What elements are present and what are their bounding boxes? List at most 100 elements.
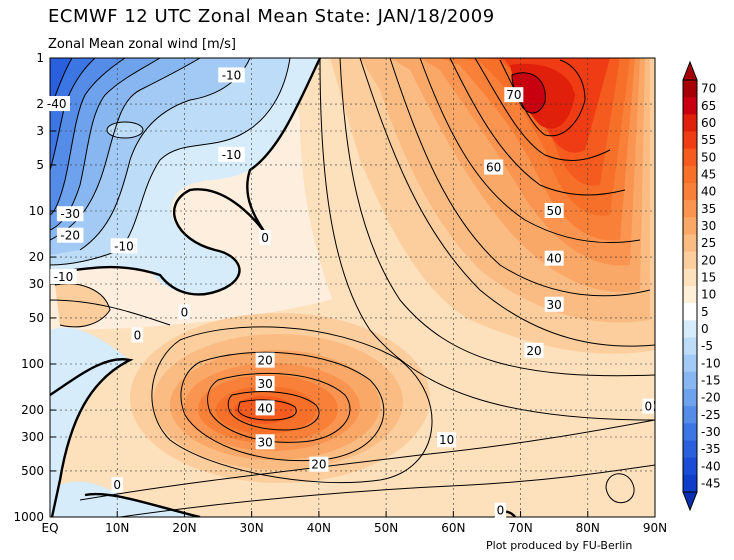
colorbar-swatch — [683, 337, 697, 356]
colorbar-frame — [682, 79, 698, 493]
contour-label: 0 — [644, 400, 652, 414]
y-tick-label: 20 — [29, 250, 44, 264]
contour-label: -10 — [54, 270, 74, 284]
colorbar-label: -30 — [701, 425, 721, 439]
contour-label-bg — [544, 250, 564, 266]
contour-label-bg — [255, 434, 275, 450]
colorbar-swatch — [683, 80, 697, 98]
colorbar-label: 65 — [701, 99, 716, 113]
contour-label: 10 — [439, 433, 454, 447]
colorbar-label: -25 — [701, 408, 721, 422]
colorbar-label: 40 — [701, 185, 716, 199]
colorbar-swatch — [683, 303, 697, 321]
colorbar-swatch — [683, 371, 697, 390]
x-tick-label: EQ — [41, 521, 58, 535]
colorbar-swatch — [683, 114, 697, 132]
contour-label-bg — [218, 67, 245, 83]
colorbar-label: 30 — [701, 219, 716, 233]
colorbar-swatch — [683, 423, 697, 441]
y-tick-label: 5 — [36, 158, 44, 172]
x-tick-label: 70N — [508, 521, 532, 535]
y-tick-label: 1000 — [13, 510, 44, 524]
colorbar-label: 5 — [701, 305, 709, 319]
chart-title: ECMWF 12 UTC Zonal Mean State: JAN/18/20… — [48, 6, 495, 27]
contour-label-bg — [50, 268, 77, 284]
contour-label: 60 — [486, 161, 501, 175]
colorbar-swatch — [683, 131, 697, 150]
colorbar-label: 15 — [701, 270, 716, 284]
contour-label: 30 — [547, 298, 562, 312]
colorbar-label: 20 — [701, 253, 716, 267]
colorbar-label: 50 — [701, 150, 716, 164]
colorbar-label: -40 — [701, 459, 721, 473]
contour-label: 70 — [506, 88, 521, 102]
x-tick-label: 20N — [172, 521, 196, 535]
y-tick-label: 300 — [21, 430, 44, 444]
contour-label-bg — [309, 456, 329, 472]
contour-label-bg — [642, 398, 655, 414]
contour-label: 20 — [257, 354, 272, 368]
contour-labels: -10 -10 -40 -30 -20 -10 -10 0 0 0 0 70 60 50 40 30 20 20 3… — [43, 67, 655, 518]
colorbar-swatch — [683, 148, 697, 167]
colorbar-label: -45 — [701, 476, 721, 490]
contour-label: 0 — [181, 305, 189, 319]
colorbar-swatch — [683, 286, 697, 304]
contour-label: 30 — [257, 377, 272, 391]
contour-label-bg — [131, 327, 144, 343]
colorbar-label: 60 — [701, 116, 716, 130]
contour-label-bg — [437, 432, 457, 448]
colorbar-label: 45 — [701, 167, 716, 181]
colorbar-swatch — [683, 97, 697, 115]
contour-label-bg — [544, 203, 564, 218]
contour-label: 40 — [547, 252, 562, 266]
colorbar-swatch — [683, 165, 697, 184]
colorbar-swatch — [683, 406, 697, 424]
colorbar-swatch — [683, 183, 697, 201]
colorbar-swatch — [683, 440, 697, 459]
colorbar-label: -35 — [701, 442, 721, 456]
x-tick-label: 40N — [307, 521, 331, 535]
contour-label-bg — [255, 352, 275, 368]
contour-label: -20 — [60, 229, 80, 243]
contour-label: -10 — [222, 68, 242, 82]
colorbar-label: -15 — [701, 373, 721, 387]
x-tick-label: 60N — [441, 521, 465, 535]
colorbar-label: 25 — [701, 236, 716, 250]
contour-label-bg — [56, 227, 84, 243]
x-axis-ticks: EQ 10N 20N 30N 40N 50N 60N 70N 80N 90N — [41, 511, 667, 535]
colorbar-top-arrow — [682, 60, 698, 81]
contour-label-bg — [56, 206, 84, 222]
contour-label: 0 — [497, 504, 505, 518]
contour-label-bg — [494, 502, 507, 518]
colorbar-label: 70 — [701, 82, 716, 96]
colorbar-swatch — [683, 200, 697, 218]
contour-label: 50 — [547, 204, 562, 218]
contour-label-bg — [111, 477, 123, 493]
contour-label: -30 — [60, 207, 80, 221]
colorbar-label: -20 — [701, 391, 721, 405]
contour-label-bg — [110, 238, 138, 254]
contour-label: 0 — [261, 231, 269, 245]
y-tick-label: 1 — [36, 51, 44, 65]
colorbar-bottom-arrow — [682, 491, 698, 512]
colorbar-swatch — [683, 457, 697, 476]
contour-label: 30 — [257, 435, 272, 449]
colorbar-label: -10 — [701, 356, 721, 370]
y-tick-label: 10 — [29, 204, 44, 218]
x-tick-label: 30N — [240, 521, 264, 535]
y-axis-ticks: 1 2 3 5 10 20 30 50 100 200 300 500 1000 — [13, 51, 56, 524]
colorbar-label: 0 — [701, 322, 709, 336]
colorbar-label: 10 — [701, 288, 716, 302]
colorbar-swatch — [683, 268, 697, 287]
x-tick-label: 10N — [105, 521, 129, 535]
contour-label: -10 — [114, 239, 134, 253]
colorbar-label: -5 — [701, 339, 713, 353]
contour-label-bg — [484, 159, 504, 175]
colorbar-swatch — [683, 354, 697, 373]
plot-frame — [49, 57, 656, 518]
contour-label-bg — [178, 304, 191, 320]
colorbar-swatch — [683, 389, 697, 407]
contour-label: -10 — [222, 148, 242, 162]
y-tick-label: 200 — [21, 403, 44, 417]
y-tick-label: 30 — [29, 277, 44, 291]
